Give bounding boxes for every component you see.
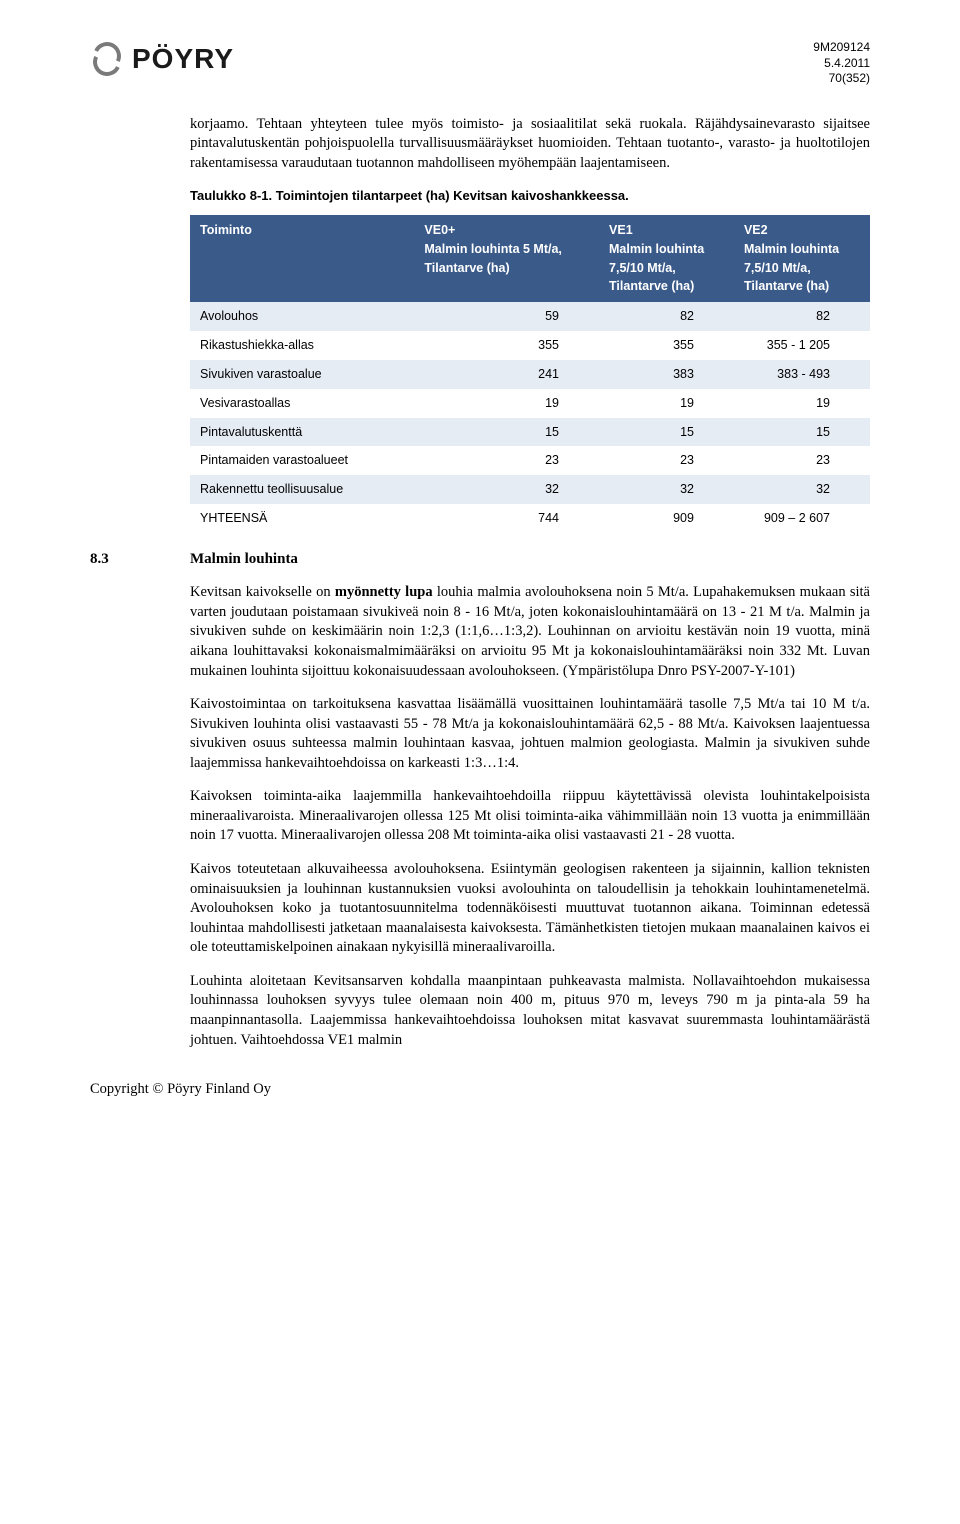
- table-cell: 59: [414, 302, 599, 331]
- table-cell: 383 - 493: [734, 360, 870, 389]
- section-title: Malmin louhinta: [190, 549, 298, 569]
- body-paragraph: Kevitsan kaivokselle on myönnetty lupa l…: [190, 583, 870, 681]
- table-cell: 19: [414, 389, 599, 418]
- table-row: YHTEENSÄ744909909 – 2 607: [190, 504, 870, 533]
- doc-page: 70(352): [813, 71, 870, 87]
- table-cell: 383: [599, 360, 734, 389]
- table-cell: 32: [734, 475, 870, 504]
- doc-id: 9M209124: [813, 40, 870, 56]
- body-paragraph: Kaivostoimintaa on tarkoituksena kasvatt…: [190, 695, 870, 773]
- section-heading: 8.3 Malmin louhinta: [90, 549, 870, 569]
- table-cell: 19: [599, 389, 734, 418]
- table-cell: 355: [414, 331, 599, 360]
- copyright: Copyright © Pöyry Finland Oy: [90, 1080, 870, 1100]
- table-cell: 744: [414, 504, 599, 533]
- poyry-logo-icon: [90, 42, 124, 76]
- body-paragraph: Kaivos toteutetaan alkuvaiheessa avolouh…: [190, 860, 870, 958]
- doc-meta: 9M209124 5.4.2011 70(352): [813, 40, 870, 87]
- table-cell: Pintavalutuskenttä: [190, 418, 414, 447]
- table-cell: 32: [599, 475, 734, 504]
- section-number: 8.3: [90, 549, 150, 569]
- table-cell: 241: [414, 360, 599, 389]
- body-block: Kevitsan kaivokselle on myönnetty lupa l…: [190, 583, 870, 1050]
- intro-paragraph: korjaamo. Tehtaan yhteyteen tulee myös t…: [190, 115, 870, 174]
- table-cell: 909 – 2 607: [734, 504, 870, 533]
- table-cell: 23: [414, 446, 599, 475]
- table-row: Avolouhos598282: [190, 302, 870, 331]
- table-cell: 23: [734, 446, 870, 475]
- table-cell: Rikastushiekka-allas: [190, 331, 414, 360]
- intro-block: korjaamo. Tehtaan yhteyteen tulee myös t…: [190, 115, 870, 533]
- page-header: PÖYRY 9M209124 5.4.2011 70(352): [90, 40, 870, 87]
- table-cell: 15: [599, 418, 734, 447]
- table-row: Vesivarastoallas191919: [190, 389, 870, 418]
- table-row: Pintamaiden varastoalueet232323: [190, 446, 870, 475]
- table-cell: Vesivarastoallas: [190, 389, 414, 418]
- tilantarpeet-table: ToimintoVE0+Malmin louhinta 5 Mt/a,Tilan…: [190, 215, 870, 533]
- table-header-cell: Toiminto: [190, 215, 414, 302]
- table-cell: 909: [599, 504, 734, 533]
- table-cell: Rakennettu teollisuusalue: [190, 475, 414, 504]
- body-paragraph: Louhinta aloitetaan Kevitsansarven kohda…: [190, 972, 870, 1050]
- table-row: Sivukiven varastoalue241383383 - 493: [190, 360, 870, 389]
- table-row: Rikastushiekka-allas355355355 - 1 205: [190, 331, 870, 360]
- table-cell: 82: [734, 302, 870, 331]
- table-cell: 82: [599, 302, 734, 331]
- logo: PÖYRY: [90, 40, 234, 78]
- table-cell: 23: [599, 446, 734, 475]
- table-cell: 355 - 1 205: [734, 331, 870, 360]
- table-cell: 15: [414, 418, 599, 447]
- table-cell: 32: [414, 475, 599, 504]
- table-row: Rakennettu teollisuusalue323232: [190, 475, 870, 504]
- doc-date: 5.4.2011: [813, 56, 870, 72]
- table-header-cell: VE0+Malmin louhinta 5 Mt/a,Tilantarve (h…: [414, 215, 599, 302]
- logo-text: PÖYRY: [132, 40, 234, 78]
- table-header-cell: VE1Malmin louhinta7,5/10 Mt/a,Tilantarve…: [599, 215, 734, 302]
- table-header-cell: VE2Malmin louhinta7,5/10 Mt/a,Tilantarve…: [734, 215, 870, 302]
- table-cell: 19: [734, 389, 870, 418]
- table-caption: Taulukko 8-1. Toimintojen tilantarpeet (…: [190, 187, 870, 205]
- table-cell: 355: [599, 331, 734, 360]
- table-cell: Avolouhos: [190, 302, 414, 331]
- table-cell: Sivukiven varastoalue: [190, 360, 414, 389]
- table-row: Pintavalutuskenttä151515: [190, 418, 870, 447]
- table-cell: 15: [734, 418, 870, 447]
- table-cell: Pintamaiden varastoalueet: [190, 446, 414, 475]
- table-cell: YHTEENSÄ: [190, 504, 414, 533]
- body-paragraph: Kaivoksen toiminta-aika laajemmilla hank…: [190, 787, 870, 846]
